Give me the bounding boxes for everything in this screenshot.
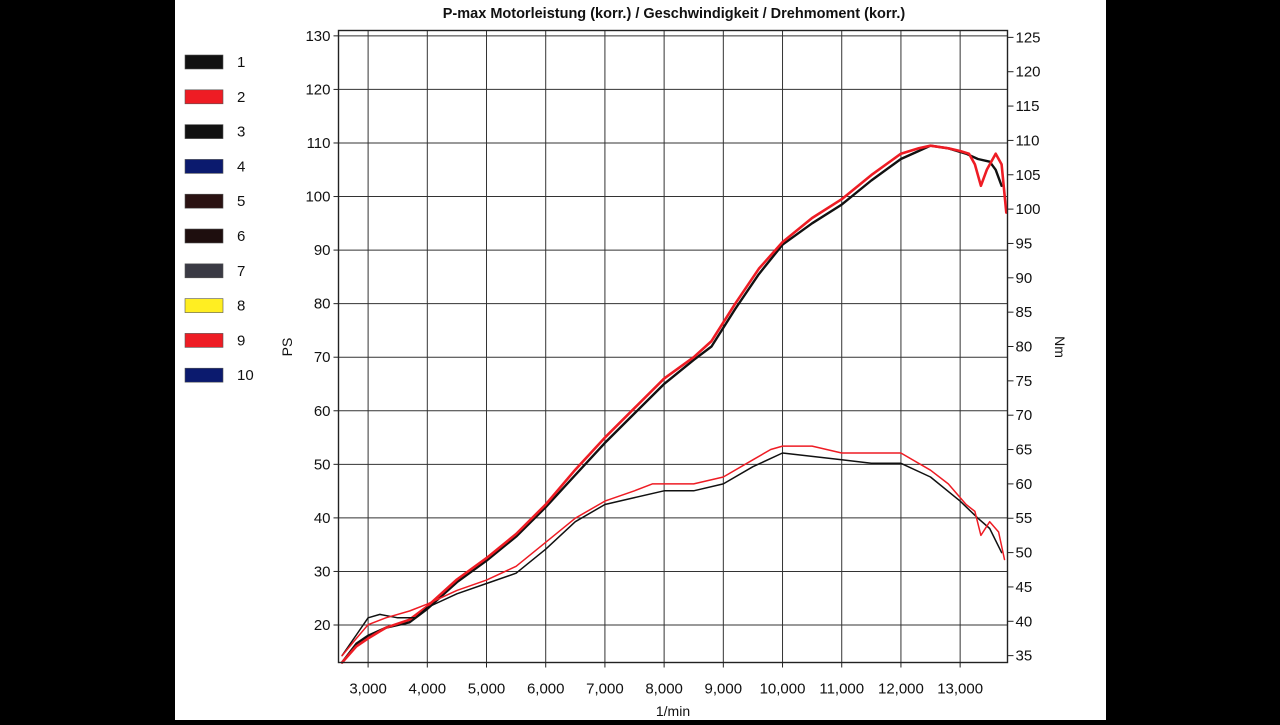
y2-tick-label: 125: [1016, 29, 1041, 46]
x-tick-label: 3,000: [349, 681, 387, 698]
y-tick-label: 130: [305, 28, 330, 45]
series-line-3: [341, 452, 1003, 657]
y2-tick-label: 40: [1016, 613, 1033, 630]
y2-tick-label: 80: [1016, 339, 1033, 356]
legend-swatch: [184, 333, 224, 348]
legend-label: 6: [237, 228, 245, 245]
y2-axis-label: Nm: [1052, 336, 1068, 358]
series-line-4: [341, 445, 1006, 657]
series-line-2: [340, 144, 1008, 664]
legend-label: 8: [237, 298, 245, 315]
y-axis-label: PS: [279, 338, 295, 357]
y2-tick-label: 65: [1016, 442, 1033, 459]
y-tick-label: 100: [305, 189, 330, 206]
y-tick-label: 70: [314, 349, 331, 366]
chart-sheet: P-max Motorleistung (korr.) / Geschwindi…: [175, 0, 1106, 720]
y-tick-label: 120: [305, 81, 330, 98]
legend-swatch: [184, 298, 224, 313]
chart-title: P-max Motorleistung (korr.) / Geschwindi…: [443, 6, 906, 22]
x-axis-label: 1/min: [656, 703, 690, 719]
y-tick-label: 20: [314, 617, 331, 634]
y-tick-label: 80: [314, 296, 331, 313]
y2-tick-label: 95: [1016, 235, 1033, 252]
y2-tick-label: 55: [1016, 510, 1033, 527]
legend-swatch: [184, 89, 224, 105]
legend-label: 3: [237, 124, 245, 141]
y2-tick-label: 90: [1016, 270, 1033, 287]
y2-tick-label: 115: [1016, 98, 1040, 115]
series-layer: [340, 144, 1008, 664]
x-tick-label: 4,000: [409, 681, 447, 698]
grid-lines: [338, 30, 1008, 663]
y2-tick-label: 60: [1016, 476, 1033, 493]
legend-swatch: [184, 367, 224, 383]
x-tick-label: 9,000: [705, 681, 743, 698]
legend-label: 5: [237, 193, 245, 210]
x-tick-label: 10,000: [760, 681, 806, 698]
y2-tick-label: 120: [1016, 64, 1041, 81]
y2-tick-label: 105: [1016, 167, 1041, 184]
y2-tick-label: 70: [1016, 407, 1033, 424]
legend-label: 10: [237, 367, 254, 384]
y2-tick-label: 50: [1016, 545, 1033, 562]
x-tick-label: 5,000: [468, 681, 506, 698]
legend-swatch: [184, 263, 224, 279]
y-tick-label: 90: [314, 242, 331, 259]
x-tick-label: 8,000: [645, 681, 683, 698]
legend-swatch: [184, 124, 224, 139]
legend-label: 1: [237, 54, 245, 71]
y2-tick-label: 45: [1016, 579, 1033, 596]
y2-tick-label: 110: [1016, 132, 1040, 149]
dyno-chart: P-max Motorleistung (korr.) / Geschwindi…: [184, 6, 1068, 719]
y-tick-label: 40: [314, 510, 331, 527]
x-tick-label: 6,000: [527, 681, 565, 698]
legend-swatch: [184, 54, 224, 70]
y-tick-label: 30: [314, 563, 331, 580]
y-tick-label: 50: [314, 456, 331, 473]
x-tick-label: 13,000: [937, 681, 983, 698]
y2-tick-label: 100: [1016, 201, 1041, 218]
legend-label: 2: [237, 89, 245, 106]
y-axis-left: 20 30 40 50 60 70 80 90 100 110 120 130: [305, 28, 339, 634]
x-tick-label: 12,000: [878, 681, 924, 698]
legend: 1 2 3 4 5 6 7 8 9 10: [184, 54, 254, 384]
legend-label: 9: [237, 332, 245, 349]
x-tick-label: 11,000: [819, 681, 864, 698]
legend-label: 7: [237, 263, 245, 280]
legend-swatch: [184, 228, 224, 244]
plot-frame: [337, 29, 1009, 664]
legend-swatch: [184, 193, 224, 209]
y2-tick-label: 85: [1016, 304, 1033, 321]
y-tick-label: 60: [314, 403, 331, 420]
x-tick-label: 7,000: [586, 681, 624, 698]
y-tick-label: 110: [307, 135, 331, 152]
series-line-1: [340, 144, 1003, 664]
x-axis: 3,000 4,000 5,000 6,000 7,000 8,000 9,000 10,00…: [349, 662, 983, 698]
y2-tick-label: 35: [1016, 648, 1033, 665]
legend-label: 4: [237, 158, 245, 175]
legend-swatch: [184, 159, 224, 174]
y-axis-right: 35 40 45 50 55 60 65 70 75 80 85 90 95 100 105 110 115 12…: [1007, 29, 1041, 665]
y2-tick-label: 75: [1016, 373, 1033, 390]
